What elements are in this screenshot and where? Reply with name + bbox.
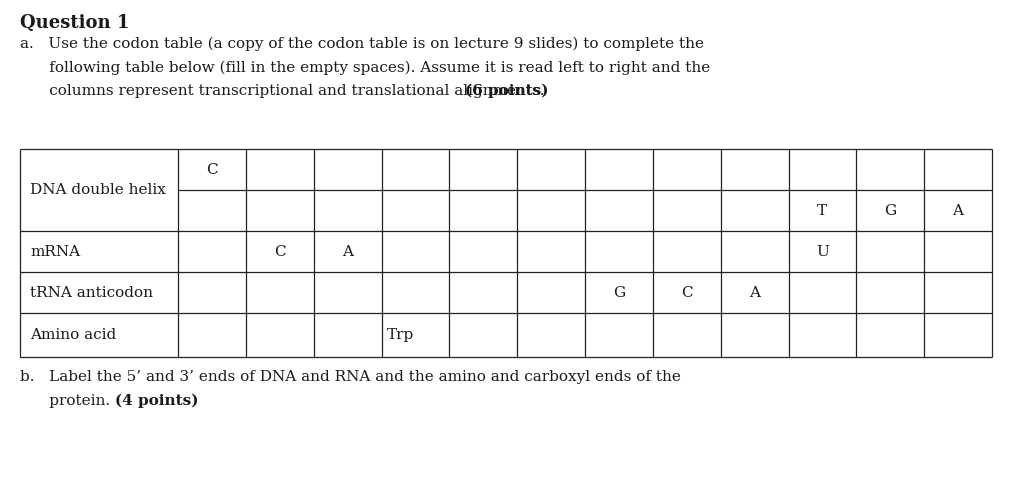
Text: A: A [952, 204, 964, 218]
Text: G: G [612, 285, 625, 300]
Text: A: A [750, 285, 760, 300]
Text: (6 points): (6 points) [465, 84, 548, 98]
Text: Trp: Trp [386, 328, 414, 342]
Text: Amino acid: Amino acid [30, 328, 117, 342]
Text: C: C [206, 163, 218, 176]
Text: C: C [274, 244, 286, 259]
Text: mRNA: mRNA [30, 244, 80, 259]
Text: G: G [884, 204, 896, 218]
Text: T: T [817, 204, 827, 218]
Text: C: C [681, 285, 692, 300]
Text: columns represent transcriptional and translational alignments.: columns represent transcriptional and tr… [20, 84, 549, 98]
Text: Question 1: Question 1 [20, 14, 129, 32]
Text: U: U [816, 244, 828, 259]
Text: tRNA anticodon: tRNA anticodon [30, 285, 153, 300]
Text: (4 points): (4 points) [116, 393, 199, 408]
Text: DNA double helix: DNA double helix [30, 183, 166, 197]
Text: protein.: protein. [20, 393, 115, 408]
Text: following table below (fill in the empty spaces). Assume it is read left to righ: following table below (fill in the empty… [20, 60, 711, 75]
Text: A: A [342, 244, 353, 259]
Text: a.   Use the codon table (a copy of the codon table is on lecture 9 slides) to c: a. Use the codon table (a copy of the co… [20, 37, 705, 52]
Text: b.   Label the 5’ and 3’ ends of DNA and RNA and the amino and carboxyl ends of : b. Label the 5’ and 3’ ends of DNA and R… [20, 370, 681, 384]
